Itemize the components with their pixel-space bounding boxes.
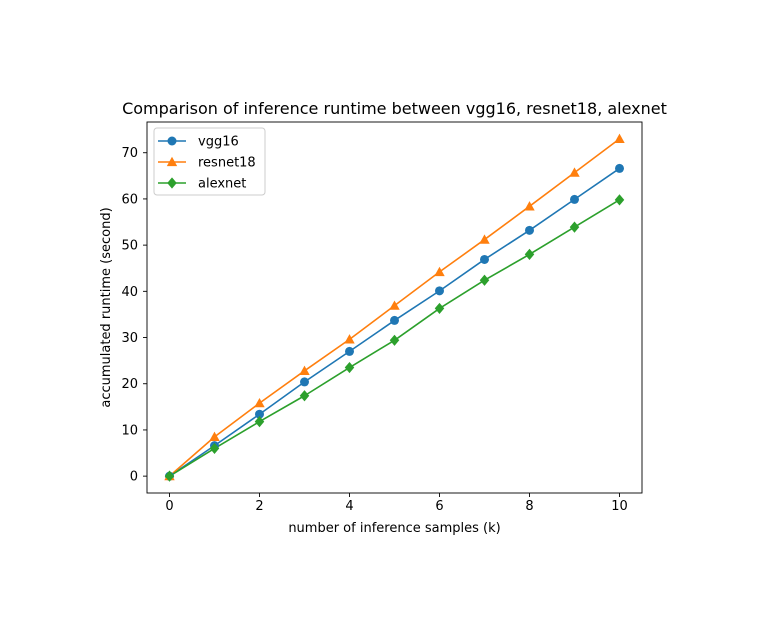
data-point-vgg16 <box>480 254 489 264</box>
data-point-alexnet <box>479 274 490 286</box>
data-point-resnet18 <box>389 300 400 310</box>
x-tick-label: 2 <box>255 499 263 514</box>
y-axis-label: accumulated runtime (second) <box>99 207 114 407</box>
data-point-alexnet <box>389 334 400 346</box>
y-tick-label: 30 <box>121 331 138 346</box>
data-point-resnet18 <box>479 234 490 244</box>
data-point-alexnet <box>614 194 625 206</box>
y-tick-label: 40 <box>121 285 138 300</box>
data-point-resnet18 <box>434 266 445 277</box>
legend-label-alexnet: alexnet <box>198 177 246 192</box>
y-tick-label: 70 <box>121 146 138 161</box>
data-point-alexnet <box>164 470 175 482</box>
data-point-vgg16 <box>525 225 534 235</box>
plot-frame <box>146 121 643 494</box>
data-point-alexnet <box>344 361 355 374</box>
legend-label-resnet18: resnet18 <box>198 156 256 171</box>
data-point-alexnet <box>254 416 265 428</box>
data-point-alexnet <box>209 442 220 455</box>
legend-marker-resnet18 <box>166 156 178 167</box>
data-point-resnet18 <box>254 397 265 408</box>
data-point-resnet18 <box>344 334 355 344</box>
data-point-alexnet <box>434 302 445 315</box>
data-point-resnet18 <box>569 167 580 177</box>
data-point-vgg16 <box>615 163 624 173</box>
legend-marker-alexnet <box>167 177 177 189</box>
y-tick-label: 10 <box>121 423 138 438</box>
y-tick-label: 60 <box>121 192 138 207</box>
x-tick-label: 10 <box>611 499 628 514</box>
x-axis-label: number of inference samples (k) <box>288 521 500 536</box>
plot-area: 0 2 4 6 8 10 0 10 20 30 40 50 60 70 vgg16 resnet18 alexn… <box>121 121 643 514</box>
data-point-alexnet <box>299 390 310 402</box>
data-point-alexnet <box>524 248 535 260</box>
data-point-vgg16 <box>435 286 444 296</box>
data-point-vgg16 <box>390 315 399 325</box>
x-tick-label: 8 <box>525 499 533 514</box>
data-point-vgg16 <box>570 194 579 204</box>
data-point-vgg16 <box>300 377 309 387</box>
data-point-alexnet <box>569 221 580 233</box>
y-tick-label: 50 <box>121 239 138 254</box>
data-point-vgg16 <box>255 409 264 419</box>
data-point-resnet18 <box>209 431 220 442</box>
data-point-resnet18 <box>614 133 625 144</box>
y-tick-label: 20 <box>121 377 138 392</box>
x-tick-label: 0 <box>165 499 173 514</box>
legend-marker-vgg16 <box>167 136 177 146</box>
x-tick-label: 6 <box>435 499 443 514</box>
data-point-vgg16 <box>345 346 354 356</box>
x-tick-label: 4 <box>345 499 353 514</box>
data-point-resnet18 <box>299 365 310 375</box>
y-tick-label: 0 <box>130 470 138 485</box>
legend: vgg16 resnet18 alexnet <box>153 127 266 196</box>
chart-title: Comparison of inference runtime between … <box>122 99 667 118</box>
legend-box <box>153 127 266 196</box>
data-point-resnet18 <box>524 201 535 211</box>
legend-label-vgg16: vgg16 <box>198 135 239 150</box>
